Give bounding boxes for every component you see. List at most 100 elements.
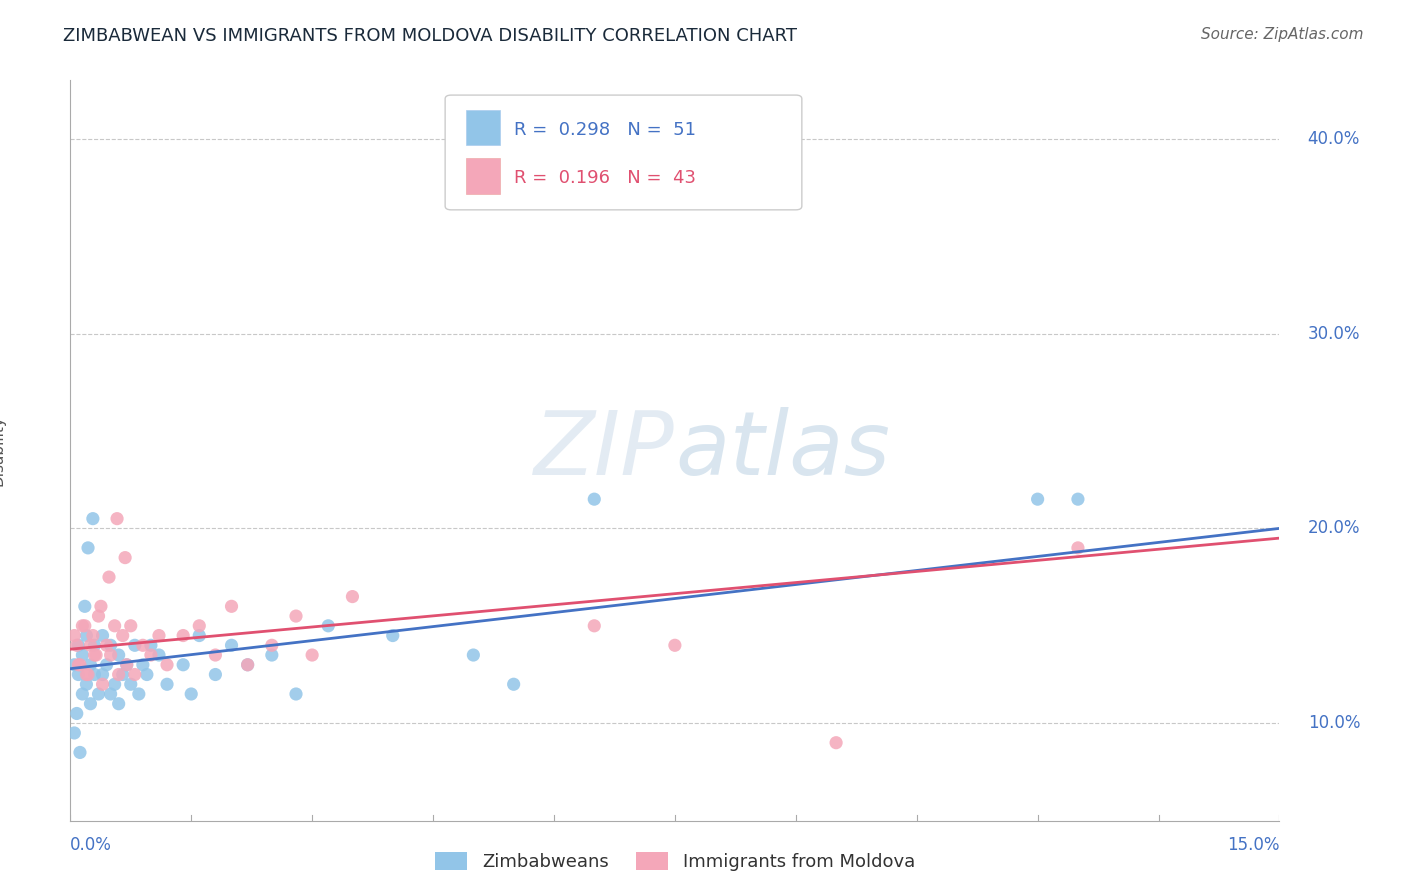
- Text: 30.0%: 30.0%: [1308, 325, 1360, 343]
- Text: Source: ZipAtlas.com: Source: ZipAtlas.com: [1201, 27, 1364, 42]
- Point: [114, 550, 136, 565]
- Point: [66, 706, 89, 721]
- Point: [204, 648, 226, 662]
- Point: [135, 667, 157, 681]
- Point: [87, 609, 110, 624]
- Point: [124, 638, 146, 652]
- Point: [87, 687, 110, 701]
- Point: [1026, 492, 1049, 507]
- Point: [139, 648, 162, 662]
- FancyBboxPatch shape: [465, 158, 499, 194]
- Point: [66, 638, 89, 652]
- Point: [72, 687, 94, 701]
- Point: [260, 648, 283, 662]
- Point: [67, 667, 90, 681]
- Point: [107, 697, 129, 711]
- Point: [77, 667, 100, 681]
- Point: [107, 648, 129, 662]
- Point: [63, 628, 86, 642]
- Text: 20.0%: 20.0%: [1308, 519, 1360, 537]
- Point: [73, 599, 96, 614]
- Point: [180, 687, 202, 701]
- Point: [100, 648, 122, 662]
- Point: [77, 541, 100, 555]
- Point: [67, 638, 90, 652]
- Point: [301, 648, 323, 662]
- Text: R =  0.298   N =  51: R = 0.298 N = 51: [515, 121, 696, 139]
- Point: [72, 648, 94, 662]
- Point: [107, 667, 129, 681]
- Point: [204, 667, 226, 681]
- Point: [115, 657, 138, 672]
- Point: [104, 619, 127, 633]
- Text: Disability: Disability: [0, 415, 6, 486]
- Text: atlas: atlas: [675, 408, 890, 493]
- Point: [63, 726, 86, 740]
- Point: [285, 687, 308, 701]
- Point: [91, 677, 114, 691]
- Point: [67, 657, 90, 672]
- Point: [139, 638, 162, 652]
- Point: [83, 638, 105, 652]
- Point: [63, 657, 86, 672]
- Point: [91, 667, 114, 681]
- Point: [260, 638, 283, 652]
- Point: [79, 638, 101, 652]
- Point: [82, 628, 104, 642]
- Point: [342, 590, 364, 604]
- Point: [583, 619, 606, 633]
- Text: 0.0%: 0.0%: [70, 836, 112, 855]
- Point: [583, 492, 606, 507]
- Point: [124, 667, 146, 681]
- Point: [221, 599, 243, 614]
- FancyBboxPatch shape: [465, 110, 499, 145]
- Text: R =  0.196   N =  43: R = 0.196 N = 43: [515, 169, 696, 187]
- Point: [83, 667, 105, 681]
- FancyBboxPatch shape: [446, 95, 801, 210]
- Point: [148, 648, 170, 662]
- Point: [111, 667, 134, 681]
- Point: [115, 657, 138, 672]
- Text: ZIP: ZIP: [534, 408, 675, 493]
- Point: [82, 511, 104, 525]
- Point: [120, 677, 142, 691]
- Point: [91, 628, 114, 642]
- Point: [502, 677, 524, 691]
- Point: [73, 619, 96, 633]
- Text: ZIMBABWEAN VS IMMIGRANTS FROM MOLDOVA DISABILITY CORRELATION CHART: ZIMBABWEAN VS IMMIGRANTS FROM MOLDOVA DI…: [63, 27, 797, 45]
- Point: [148, 628, 170, 642]
- Point: [72, 619, 94, 633]
- Point: [825, 736, 848, 750]
- Point: [188, 619, 211, 633]
- Point: [104, 677, 127, 691]
- Point: [79, 697, 101, 711]
- Point: [96, 638, 118, 652]
- Point: [84, 648, 107, 662]
- Point: [128, 687, 150, 701]
- Point: [156, 657, 179, 672]
- Point: [105, 511, 128, 525]
- Point: [156, 677, 179, 691]
- Text: 40.0%: 40.0%: [1308, 129, 1360, 148]
- Point: [381, 628, 404, 642]
- Point: [90, 599, 112, 614]
- Point: [75, 667, 97, 681]
- Point: [100, 687, 122, 701]
- Point: [172, 657, 194, 672]
- Point: [69, 746, 91, 760]
- Point: [83, 648, 105, 662]
- Point: [132, 657, 155, 672]
- Point: [664, 638, 686, 652]
- Point: [75, 677, 97, 691]
- Point: [100, 638, 122, 652]
- Text: 15.0%: 15.0%: [1227, 836, 1279, 855]
- Point: [96, 657, 118, 672]
- Point: [285, 609, 308, 624]
- Point: [316, 619, 339, 633]
- Point: [120, 619, 142, 633]
- Point: [236, 657, 259, 672]
- Point: [172, 628, 194, 642]
- Point: [79, 657, 101, 672]
- Point: [132, 638, 155, 652]
- Point: [236, 657, 259, 672]
